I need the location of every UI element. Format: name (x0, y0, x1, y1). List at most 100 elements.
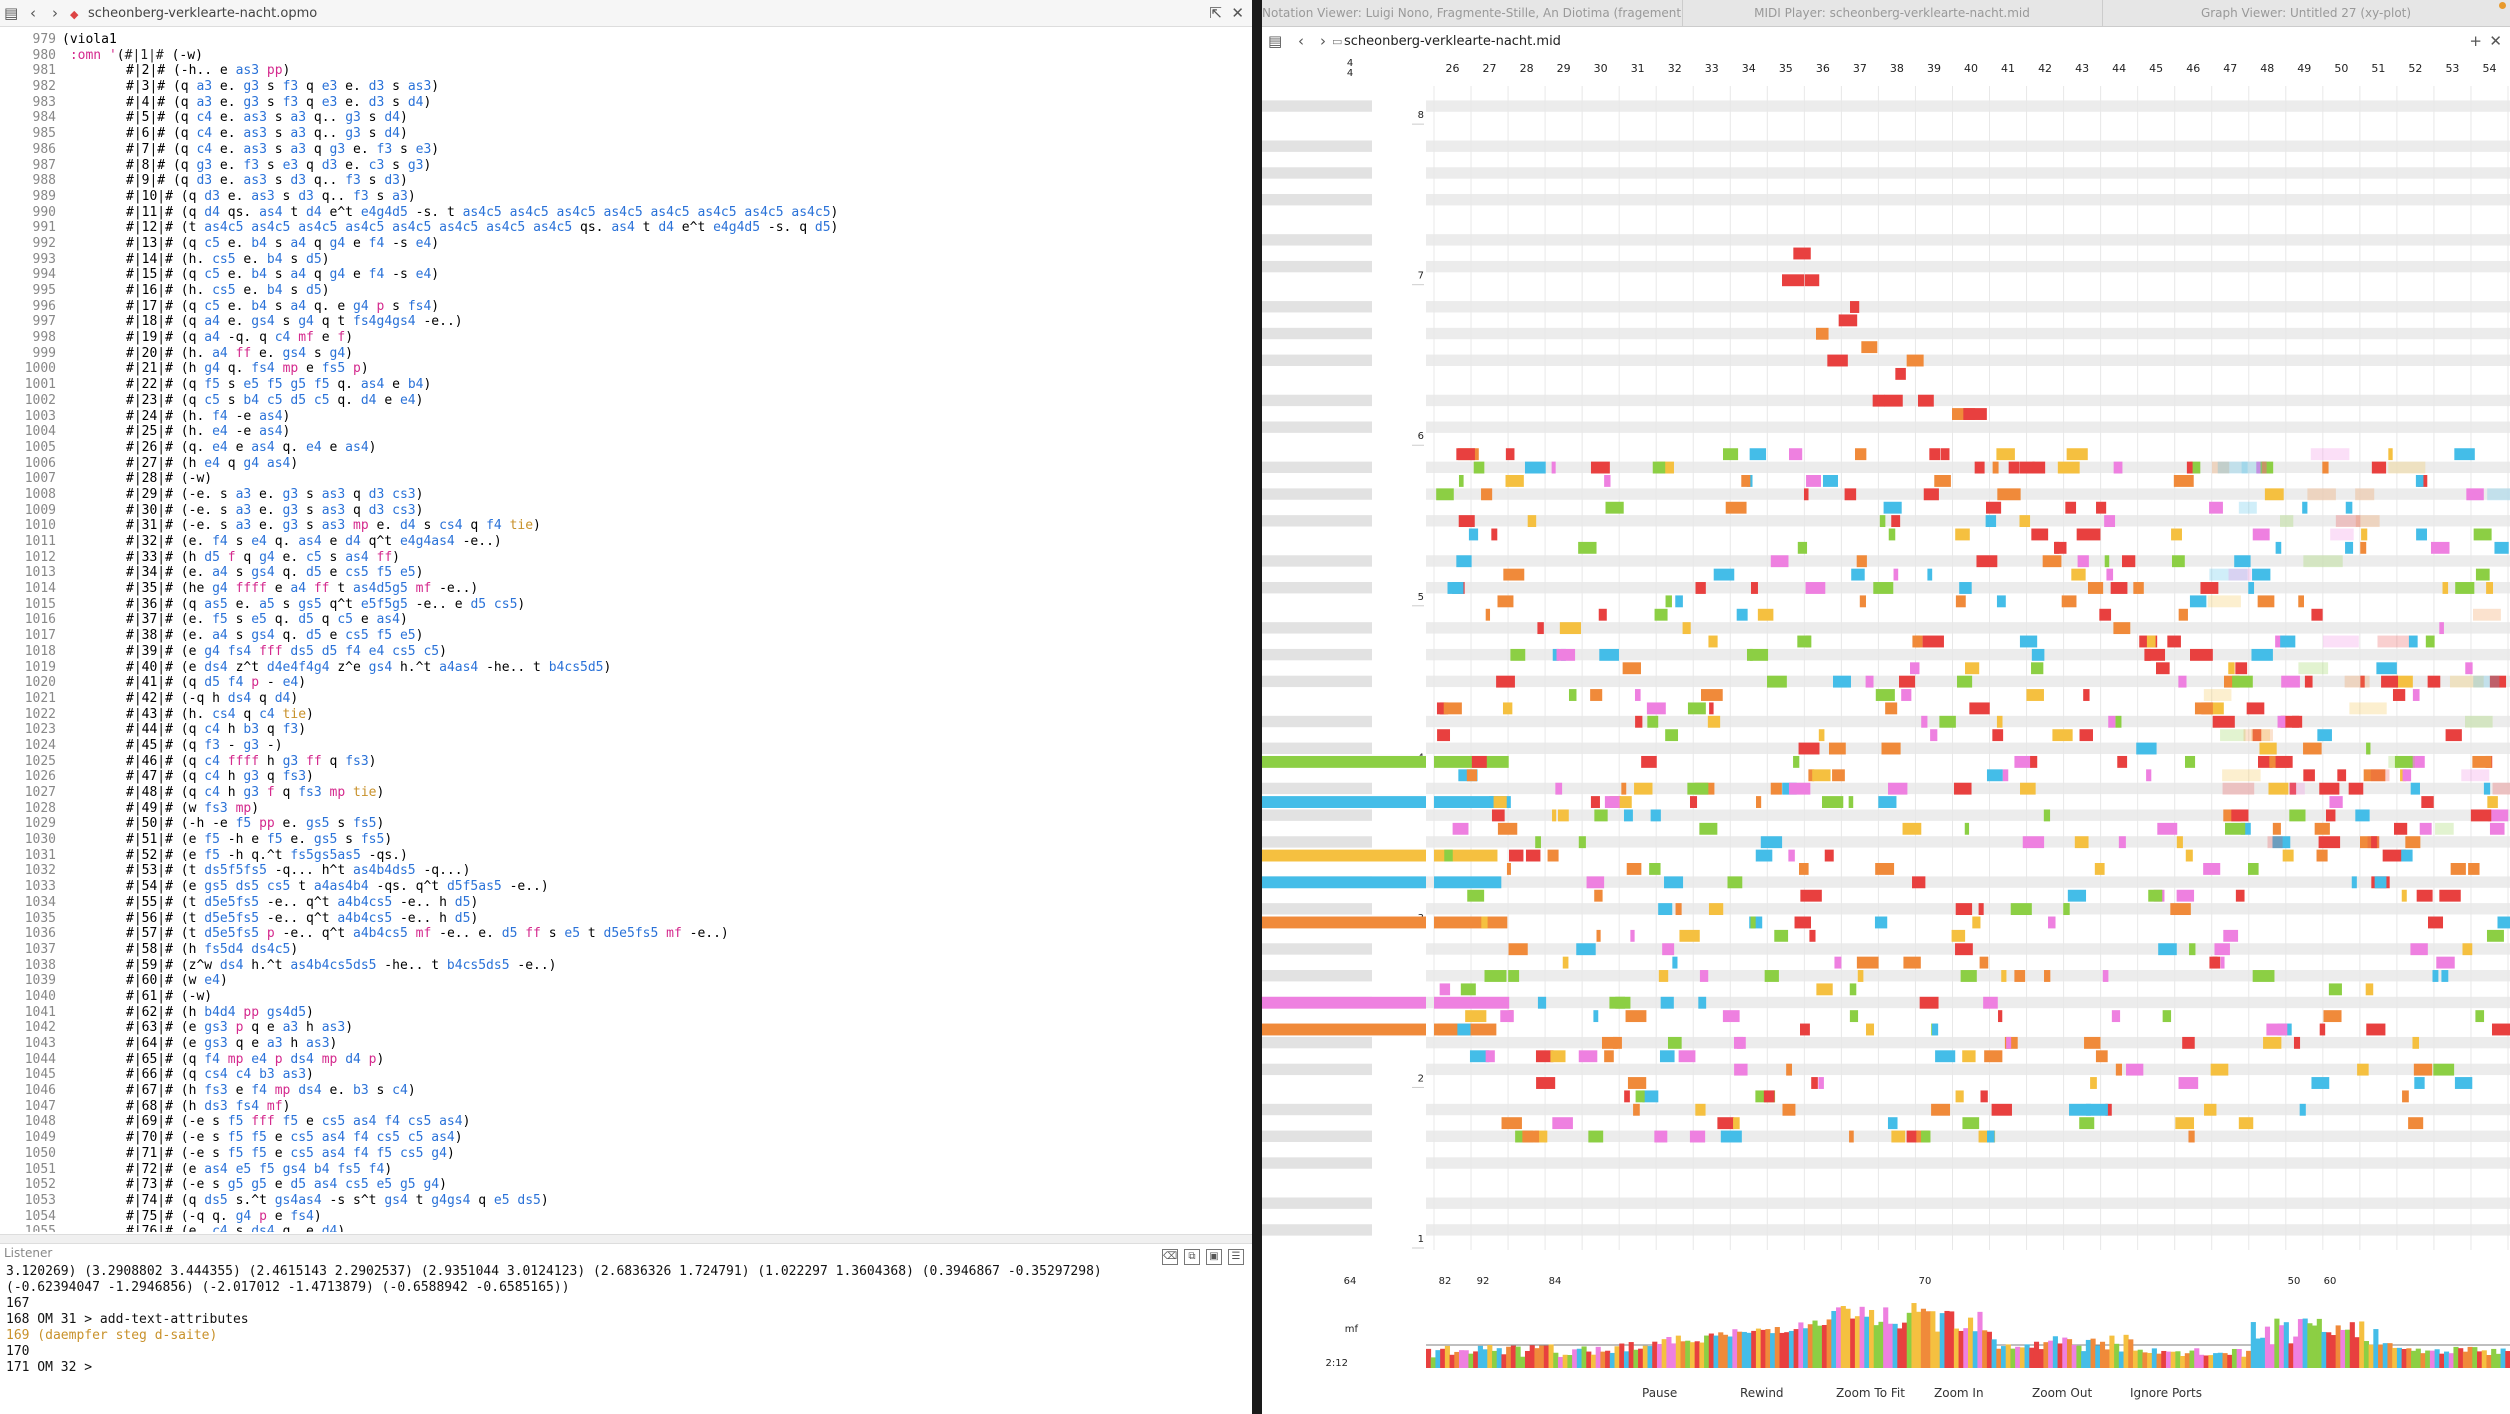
control-ignore-ports[interactable]: Ignore Ports (2130, 1386, 2203, 1400)
velocity-bar (1727, 1336, 1733, 1368)
prefs-icon[interactable]: ☰ (1228, 1249, 1244, 1265)
listener-pane[interactable]: Listener ⌫ ⧉ ▣ ☰ 3.120269) (3.2908802 3.444… (0, 1244, 1252, 1414)
copy-icon[interactable]: ⧉ (1184, 1249, 1200, 1265)
midi-note (1652, 461, 1666, 474)
control-zoom-in[interactable]: Zoom In (1934, 1386, 1984, 1400)
midi-note (1887, 1117, 1898, 1130)
midi-note (2376, 662, 2397, 675)
add-icon[interactable]: + (2469, 32, 2482, 50)
measure-number: 54 (2482, 62, 2496, 75)
midi-note (1818, 729, 1825, 742)
midi-note (1537, 996, 1547, 1009)
piano-roll[interactable]: 44 26 27 28 29 30 31 32 33 34 35 36 37 38 39 40 41 42 43 44… (1262, 0, 2510, 1376)
midi-note (1865, 675, 1874, 688)
midi-note (2465, 662, 2473, 675)
line-text: #|58|# (h fs5d4 ds4c5) (126, 941, 299, 957)
midi-note (2260, 461, 2274, 474)
midi-note (2079, 729, 2093, 742)
midi-note (2122, 555, 2136, 568)
midi-note (2020, 461, 2035, 474)
velocity-bar (1812, 1320, 1818, 1368)
midi-note (1985, 515, 1997, 528)
midi-note (1537, 622, 1544, 635)
velocity-bar (1845, 1308, 1851, 1368)
velocity-bar (1567, 1355, 1573, 1368)
midi-note (2063, 903, 2069, 916)
split-handle[interactable] (0, 1234, 1252, 1244)
midi-note (2176, 889, 2195, 902)
row-stripe (1426, 100, 2510, 112)
code-area[interactable]: 979 (viola1 980 :omn '(#|1|# (-w) 981 #|2|# … (0, 32, 1250, 1232)
midi-note (2322, 461, 2329, 474)
sidebar-toggle-icon[interactable]: ▤ (4, 4, 19, 22)
back-icon[interactable]: ‹ (1298, 32, 1304, 50)
velocity-bar (1920, 1308, 1926, 1368)
key-stripe (1262, 782, 1372, 795)
sidebar-toggle-icon[interactable]: ▤ (1268, 32, 1283, 50)
midi-note (1460, 983, 1476, 996)
velocity-bar (2099, 1341, 2106, 1368)
control-zoom-to-fit[interactable]: Zoom To Fit (1836, 1386, 1905, 1400)
key-stripe (1262, 622, 1372, 634)
back-icon[interactable]: ‹ (30, 4, 36, 22)
code-line: 994 #|15|# (q c5 e. b4 s a4 q g4 e f4 -s … (0, 267, 1250, 283)
tab-2[interactable]: MIDI Player: scheonberg-verklearte-nacht… (1682, 0, 2103, 26)
tab-1[interactable]: Notation Viewer: Luigi Nono, Fragmente-S… (1262, 0, 1683, 26)
forward-icon[interactable]: › (1320, 32, 1326, 50)
save-icon[interactable]: ▣ (1206, 1249, 1222, 1265)
line-text: #|76|# (e. c4 s ds4 q. e d4) (126, 1224, 346, 1232)
midi-note (2348, 782, 2364, 795)
listener-line: 168 OM 31 > add-text-attributes (6, 1312, 249, 1327)
midi-note (2042, 555, 2062, 568)
velocity-bar (2019, 1347, 2025, 1368)
control-pause[interactable]: Pause (1642, 1386, 1678, 1400)
midi-note (1755, 796, 1762, 808)
midi-note (1797, 541, 1808, 554)
midi-note (1822, 796, 1844, 808)
code-line: 982 #|3|# (q a3 e. g3 s f3 q e3 e. d3 s a… (0, 79, 1250, 95)
midi-note (2360, 675, 2365, 688)
velocity-bar (2340, 1329, 2346, 1368)
midi-note (1594, 889, 1603, 902)
forward-icon[interactable]: › (52, 4, 58, 22)
code-line: 1051 #|72|# (e as4 e5 f5 gs4 b4 fs5 f4) (0, 1162, 1250, 1178)
code-line: 1053 #|74|# (q ds5 s.^t gs4as4 -s s^t gs4… (0, 1193, 1250, 1209)
midi-note (1493, 796, 1507, 808)
midi-note (1851, 568, 1865, 581)
velocity-bar (2114, 1343, 2120, 1368)
close-icon[interactable]: ✕ (1231, 4, 1244, 22)
midi-note (2105, 1103, 2112, 1116)
velocity-bar (2349, 1322, 2355, 1368)
midi-note (1497, 822, 1518, 835)
midi-note (1481, 916, 1488, 929)
midi-note (1979, 956, 1989, 969)
code-line: 1007 #|28|# (-w) (0, 471, 1250, 487)
measure-number: 48 (2260, 62, 2274, 75)
midi-note (1727, 876, 1743, 889)
velocity-bar (2396, 1347, 2402, 1368)
midi-note (1921, 715, 1928, 728)
close-icon[interactable]: ✕ (2489, 32, 2502, 50)
midi-note (1556, 648, 1576, 661)
line-text: #|40|# (e ds4 z^t d4e4f4g4 z^e gs4 h.^t … (126, 659, 612, 675)
control-zoom-out[interactable]: Zoom Out (2032, 1386, 2093, 1400)
row-stripe (1426, 421, 2510, 433)
line-number: 1035 (24, 910, 56, 926)
clear-icon[interactable]: ⌫ (1162, 1249, 1178, 1265)
line-number: 1023 (24, 722, 56, 738)
line-number: 988 (32, 173, 56, 189)
midi-note (1675, 903, 1682, 916)
code-line: 1012 #|33|# (h d5 f q g4 e. c5 s as4 ff) (0, 550, 1250, 566)
lock-icon[interactable]: ⇱ (1209, 4, 1222, 22)
midi-note-faded (2298, 662, 2329, 675)
midi-note (2238, 1117, 2254, 1130)
code-line: 1041 #|62|# (h b4d4 pp gs4d5) (0, 1005, 1250, 1021)
midi-note (1741, 475, 1751, 487)
midi-note (1262, 916, 1426, 929)
tab-3[interactable]: Graph Viewer: Untitled 27 (xy-plot) (2102, 0, 2510, 26)
midi-note (2065, 501, 2077, 514)
line-text: #|22|# (q f5 s e5 f5 g5 f5 q. as4 e b4) (126, 377, 432, 393)
code-line: 990 #|11|# (q d4 qs. as4 t d4 e^t e4g4d5 … (0, 205, 1250, 221)
midi-note (2102, 970, 2109, 982)
control-rewind[interactable]: Rewind (1740, 1386, 1784, 1400)
